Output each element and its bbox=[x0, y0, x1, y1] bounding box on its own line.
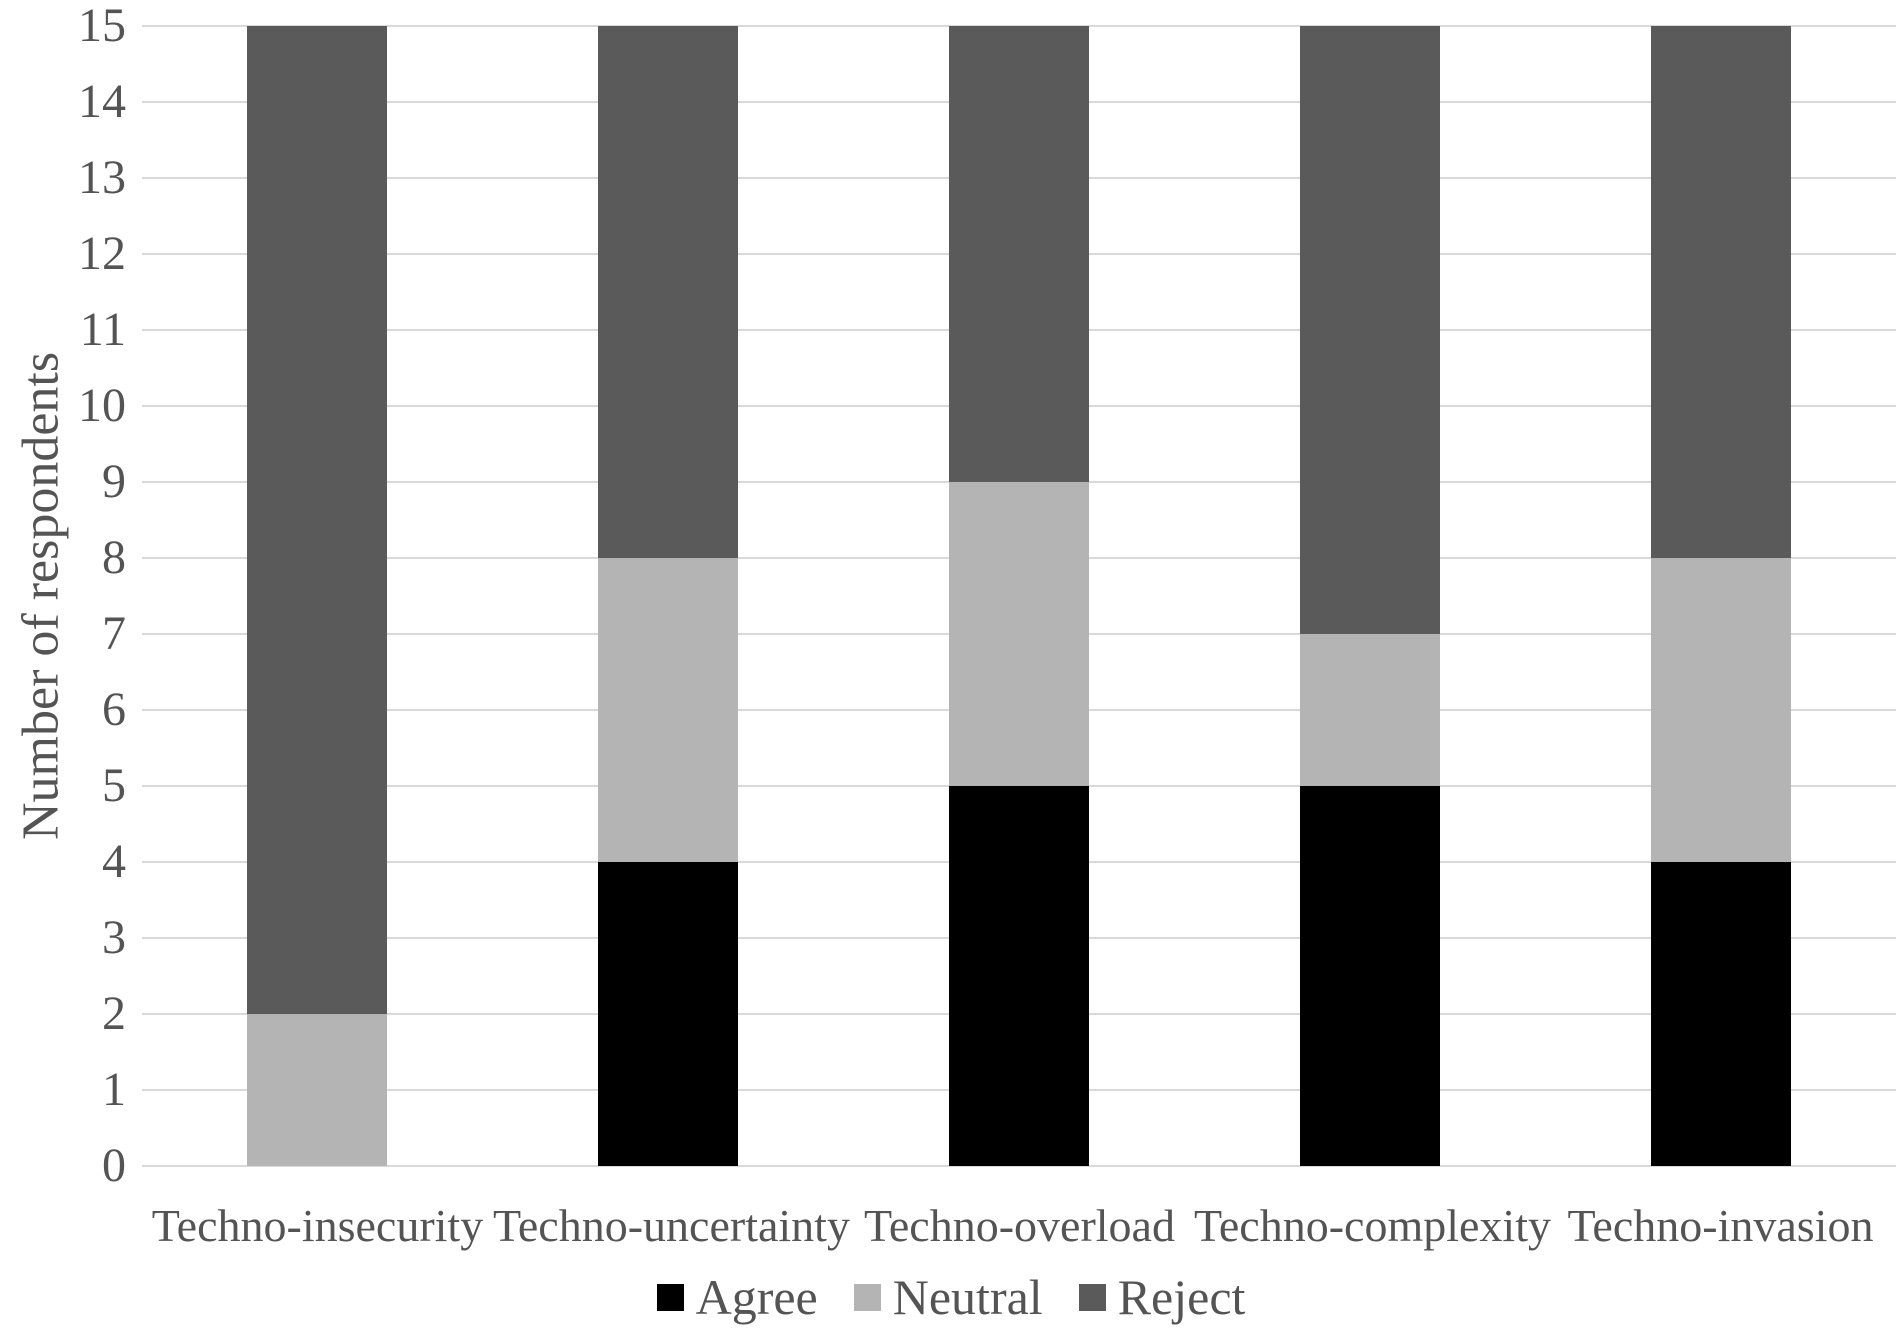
bar-segment-techno-uncertainty-agree bbox=[598, 862, 738, 1166]
legend-swatch-reject bbox=[1078, 1283, 1106, 1311]
bar-segment-techno-overload-neutral bbox=[949, 482, 1089, 786]
legend-label-agree: Agree bbox=[695, 1269, 818, 1325]
legend-swatch-agree bbox=[656, 1283, 684, 1311]
bar-segment-techno-complexity-agree bbox=[1300, 786, 1440, 1166]
bar-segment-techno-uncertainty-reject bbox=[598, 26, 738, 558]
y-tick-label-2: 2 bbox=[102, 987, 126, 1040]
bar-segment-techno-invasion-agree bbox=[1651, 862, 1791, 1166]
legend-item-reject: Reject bbox=[1078, 1269, 1246, 1325]
gridline-y0 bbox=[142, 1165, 1896, 1167]
x-category-label-techno-uncertainty: Techno-uncertainty bbox=[493, 1200, 850, 1251]
y-tick-label-13: 13 bbox=[78, 151, 126, 204]
bar-segment-techno-insecurity-neutral bbox=[247, 1014, 387, 1166]
bar-segment-techno-complexity-neutral bbox=[1300, 634, 1440, 786]
y-tick-label-14: 14 bbox=[78, 75, 126, 128]
x-category-label-techno-complexity: Techno-complexity bbox=[1194, 1200, 1551, 1251]
legend-label-reject: Reject bbox=[1117, 1269, 1246, 1325]
legend-label-neutral: Neutral bbox=[892, 1269, 1043, 1325]
legend-item-agree: Agree bbox=[656, 1269, 818, 1325]
bar-segment-techno-overload-reject bbox=[949, 26, 1089, 482]
y-tick-label-5: 5 bbox=[102, 759, 126, 812]
y-tick-label-0: 0 bbox=[102, 1139, 126, 1192]
legend-item-neutral: Neutral bbox=[853, 1269, 1043, 1325]
bar-segment-techno-invasion-neutral bbox=[1651, 558, 1791, 862]
legend-swatch-neutral bbox=[853, 1283, 881, 1311]
bar-segment-techno-insecurity-reject bbox=[247, 26, 387, 1014]
y-tick-label-4: 4 bbox=[102, 835, 126, 888]
y-tick-label-12: 12 bbox=[78, 227, 126, 280]
bar-segment-techno-uncertainty-neutral bbox=[598, 558, 738, 862]
y-tick-label-6: 6 bbox=[102, 683, 126, 736]
legend: Agree Neutral Reject bbox=[0, 1270, 1902, 1324]
x-category-label-techno-overload: Techno-overload bbox=[864, 1200, 1175, 1251]
y-tick-label-15: 15 bbox=[78, 0, 126, 52]
y-tick-label-1: 1 bbox=[102, 1063, 126, 1116]
y-tick-label-8: 8 bbox=[102, 531, 126, 584]
y-tick-label-10: 10 bbox=[78, 379, 126, 432]
x-category-label-techno-insecurity: Techno-insecurity bbox=[151, 1200, 484, 1251]
x-category-label-techno-invasion: Techno-invasion bbox=[1567, 1200, 1874, 1251]
y-tick-label-7: 7 bbox=[102, 607, 126, 660]
bar-segment-techno-complexity-reject bbox=[1300, 26, 1440, 634]
bar-segment-techno-invasion-reject bbox=[1651, 26, 1791, 558]
y-tick-label-11: 11 bbox=[79, 303, 126, 356]
y-tick-label-3: 3 bbox=[102, 911, 126, 964]
bar-segment-techno-overload-agree bbox=[949, 786, 1089, 1166]
y-tick-label-9: 9 bbox=[102, 455, 126, 508]
